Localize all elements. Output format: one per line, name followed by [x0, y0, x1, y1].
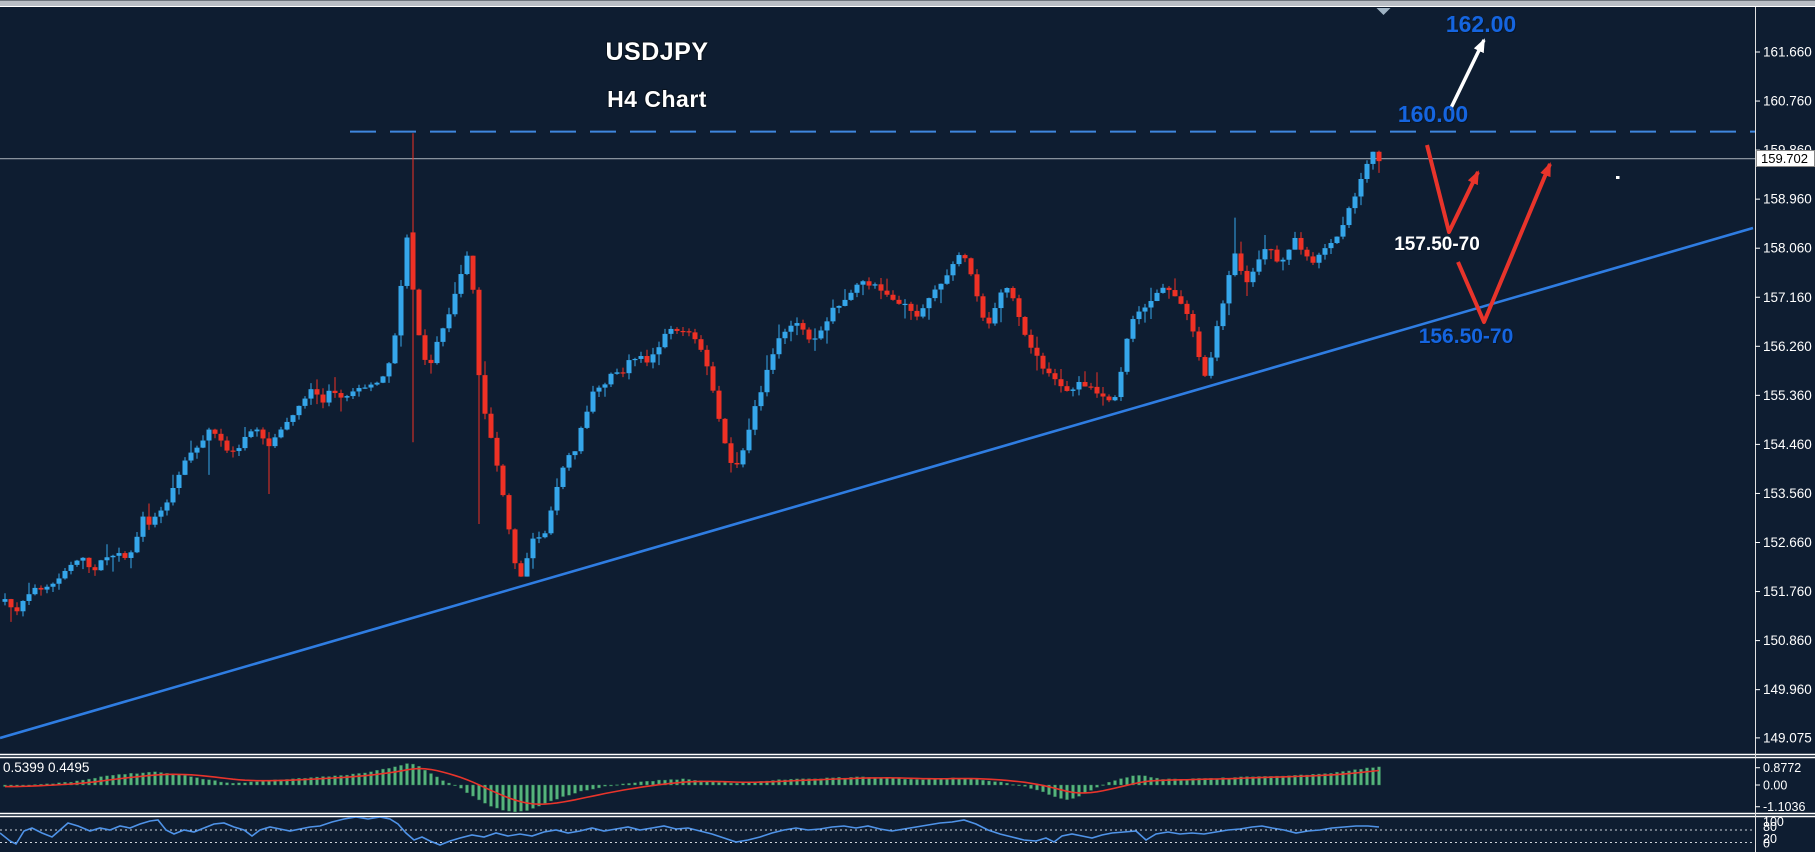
indicator-values-label: 0.5399 0.4495 [3, 760, 90, 775]
chart-shift-triangle-icon[interactable] [1376, 8, 1391, 15]
price-axis-label: 158.060 [1763, 241, 1812, 256]
price-axis-label: 160.760 [1763, 94, 1812, 109]
price-axis-label: 150.860 [1763, 633, 1812, 648]
chart-timeframe-title: H4 Chart [607, 86, 707, 112]
annotation-target-162[interactable]: 162.00 [1445, 11, 1517, 37]
price-axis-label: 153.560 [1763, 486, 1812, 501]
candlestick-series[interactable] [2, 133, 1382, 622]
indicator-axis-label: 0.00 [1763, 779, 1787, 793]
price-axis-label: 158.960 [1763, 192, 1812, 207]
annotation-resistance-160[interactable]: 160.00 [1397, 101, 1469, 127]
indicator-axis-label: 0.8772 [1763, 761, 1801, 775]
indicator-axis-label: -1.1036 [1763, 800, 1805, 814]
price-axis-label: 152.660 [1763, 535, 1812, 550]
annotation-pullback-zone[interactable]: 157.50-70 [1394, 234, 1480, 255]
cursor-dot [1616, 176, 1620, 179]
price-axis-label: 149.960 [1763, 682, 1812, 697]
indicator-level-label: 20 [1763, 832, 1777, 846]
price-axis[interactable]: 161.660160.760159.860158.960158.060157.1… [1755, 0, 1812, 852]
indicator-level-label: 100 [1763, 815, 1784, 829]
annotation-support-zone[interactable]: 156.50-70 [1418, 325, 1514, 348]
price-axis-label: 156.260 [1763, 339, 1812, 354]
price-axis-label: 155.360 [1763, 388, 1812, 403]
price-axis-label: 161.660 [1763, 45, 1812, 60]
macd-indicator-panel[interactable] [3, 763, 1381, 813]
support-trendline[interactable] [0, 226, 1754, 740]
white-up-arrow[interactable] [1448, 38, 1486, 111]
chart-symbol-title: USDJPY [605, 38, 709, 66]
indicator-level-label: 80 [1763, 820, 1777, 834]
price-axis-label: 154.460 [1763, 437, 1812, 452]
price-axis-label: 149.075 [1763, 730, 1812, 745]
current-price-tag: 159.702 [1756, 150, 1815, 167]
window-top-border [0, 0, 1815, 7]
red-pullback-arrow-1[interactable] [1425, 144, 1480, 234]
stochastic-indicator-panel[interactable] [0, 817, 1754, 846]
red-pullback-arrow-2[interactable] [1456, 162, 1552, 324]
price-axis-label: 151.760 [1763, 584, 1812, 599]
indicator-level-label: 0 [1763, 837, 1770, 851]
price-axis-label: 157.160 [1763, 290, 1812, 305]
